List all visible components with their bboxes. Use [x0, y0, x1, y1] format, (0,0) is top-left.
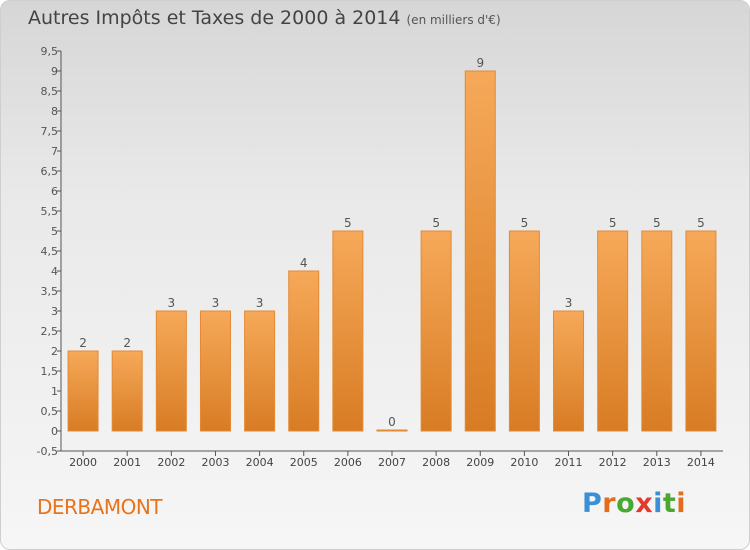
x-tick-label-2014: 2014: [687, 456, 715, 469]
x-tick-label-2008: 2008: [422, 456, 450, 469]
data-label-2004: 3: [256, 296, 264, 310]
data-label-2006: 5: [344, 216, 352, 230]
data-label-2012: 5: [609, 216, 617, 230]
data-label-2007: 0: [388, 415, 396, 429]
x-tick-label-2010: 2010: [510, 456, 538, 469]
y-tick-label: 7: [51, 145, 58, 158]
data-label-2001: 2: [123, 336, 131, 350]
x-tick-label-2004: 2004: [246, 456, 274, 469]
data-label-2010: 5: [521, 216, 529, 230]
bar-2002: [155, 310, 187, 432]
x-tick-label-2011: 2011: [555, 456, 583, 469]
data-label-2011: 3: [565, 296, 573, 310]
data-label-2000: 2: [79, 336, 87, 350]
x-tick-label-2005: 2005: [290, 456, 318, 469]
logo-letter: o: [616, 488, 636, 519]
bar-2005: [288, 270, 320, 432]
y-tick-label: 9,5: [41, 45, 59, 58]
bar-2007: [376, 429, 408, 432]
bar-2012: [597, 230, 629, 432]
bar-2013: [641, 230, 673, 432]
y-tick-label: 3,5: [41, 285, 59, 298]
logo-letter: x: [635, 488, 654, 519]
bar-2010: [508, 230, 540, 432]
y-tick-label: 1,5: [41, 365, 59, 378]
x-tick-label-2007: 2007: [378, 456, 406, 469]
x-tick-label-2000: 2000: [69, 456, 97, 469]
x-tick-label-2003: 2003: [201, 456, 229, 469]
y-tick-label: 8,5: [41, 85, 59, 98]
logo-letter: i: [653, 488, 663, 519]
y-tick-label: 1: [51, 385, 58, 398]
chart-unit: (en milliers d'€): [406, 13, 501, 27]
y-tick-label: 0,5: [41, 405, 59, 418]
y-tick-label: 2: [51, 345, 58, 358]
data-label-2014: 5: [697, 216, 705, 230]
logo-letter: i: [676, 488, 687, 519]
y-tick-label: 0: [51, 425, 58, 438]
y-tick-label: 5,5: [41, 205, 59, 218]
y-tick-label: 3: [51, 305, 58, 318]
bar-2006: [332, 230, 364, 432]
y-tick-label: 4,5: [41, 245, 59, 258]
chart-title-text: Autres Impôts et Taxes de 2000 à 2014: [28, 7, 401, 29]
y-tick-label: -0,5: [37, 445, 58, 458]
bar-2003: [199, 310, 231, 432]
bar-2000: [67, 350, 99, 432]
y-tick-label: 9: [51, 65, 58, 78]
y-tick-label: 5: [51, 225, 58, 238]
data-label-2003: 3: [212, 296, 220, 310]
bar-2009: [464, 70, 496, 432]
data-label-2002: 3: [168, 296, 176, 310]
bar-2004: [244, 310, 276, 432]
y-tick-label: 4: [51, 265, 58, 278]
bar-2014: [685, 230, 717, 432]
data-label-2008: 5: [432, 216, 440, 230]
x-tick-label-2012: 2012: [599, 456, 627, 469]
commune-name: DERBAMONT: [37, 495, 163, 519]
y-tick-label: 8: [51, 105, 58, 118]
data-label-2009: 9: [476, 56, 484, 70]
y-tick-label: 7,5: [41, 125, 59, 138]
bar-2001: [111, 350, 143, 432]
x-tick-label-2013: 2013: [643, 456, 671, 469]
y-tick-label: 6: [51, 185, 58, 198]
logo-letter: t: [662, 488, 677, 519]
data-label-2013: 5: [653, 216, 661, 230]
data-label-2005: 4: [300, 256, 308, 270]
logo-letter: r: [602, 488, 617, 519]
y-tick-label: 6,5: [41, 165, 59, 178]
x-tick-label-2002: 2002: [157, 456, 185, 469]
y-tick-label: 2,5: [41, 325, 59, 338]
bar-2008: [420, 230, 452, 432]
logo-letter: P: [582, 488, 603, 519]
x-tick-label-2001: 2001: [113, 456, 141, 469]
proxiti-logo: Proxiti: [582, 488, 686, 519]
x-tick-label-2009: 2009: [466, 456, 494, 469]
bar-2011: [553, 310, 585, 432]
chart-title: Autres Impôts et Taxes de 2000 à 2014 (en…: [28, 7, 501, 29]
x-tick-label-2006: 2006: [334, 456, 362, 469]
